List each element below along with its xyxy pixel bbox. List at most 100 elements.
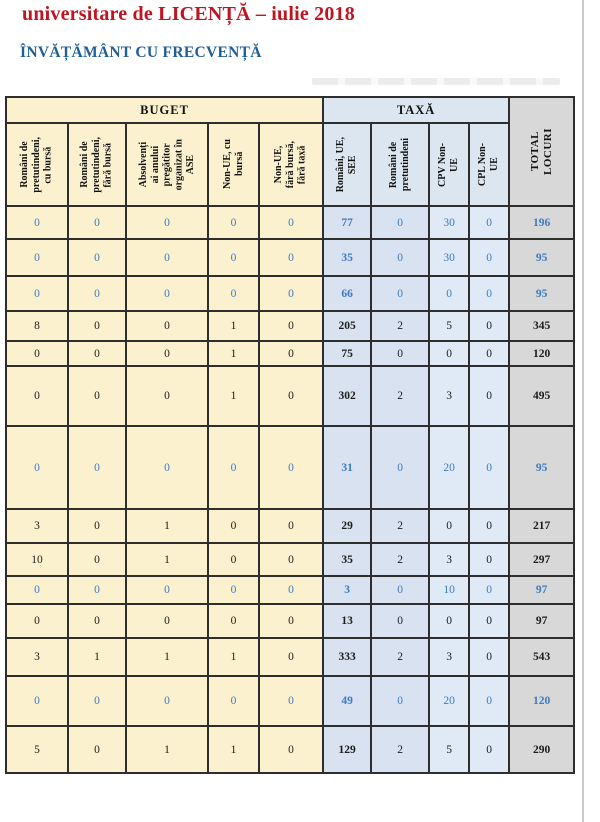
table-cell: 0 [468,637,511,677]
table-cell: 0 [428,275,471,312]
table-cell: 1 [125,508,209,544]
table-cell: 0 [370,425,431,510]
table-cell: 0 [468,310,511,342]
table-cell: 0 [207,205,260,240]
table-cell: 0 [125,603,209,639]
table-cell: 120 [508,675,576,727]
column-header: Non-UE, cu bursă [207,122,260,207]
column-header: Români de pretutindeni [370,122,431,207]
table-cell: 95 [508,275,576,312]
column-header-label: Absolvenți ai anului pregătitor organiza… [137,138,196,191]
table-cell: 0 [257,725,325,774]
table-cell: 0 [468,575,511,605]
table-cell: 75 [322,340,373,367]
column-header: Non-UE, fără bursă, fără taxă [257,122,325,207]
table-cell: 20 [428,675,471,727]
table-cell: 3 [428,542,471,577]
table-cell: 0 [428,508,471,544]
table-cell: 120 [508,340,576,367]
table-row: 0 0 0 0 0 66 0 0 0 95 [5,275,576,312]
table-cell: 97 [508,575,576,605]
table-cell: 1 [125,542,209,577]
table-cell: 5 [428,725,471,774]
table-cell: 3 [5,508,69,544]
table-cell: 0 [207,238,260,277]
group-header-row: BUGET TAXĂ TOTAL LOCURI [4,96,576,207]
column-header: Absolvenți ai anului pregătitor organiza… [125,122,209,207]
table-cell: 495 [508,365,576,427]
table-cell: 0 [468,205,511,240]
table-cell: 13 [322,603,373,639]
table-cell: 0 [207,508,260,544]
total-locuri-header: TOTAL LOCURI [508,96,576,207]
table-cell: 0 [67,575,127,605]
table-cell: 0 [5,575,69,605]
table-cell: 95 [508,238,576,277]
table-cell: 217 [508,508,576,544]
column-header: CPL Non- UE [468,122,511,207]
table-cell: 2 [370,542,431,577]
table-cell: 0 [125,238,209,277]
total-locuri-header-label: TOTAL LOCURI [528,127,554,175]
table-cell: 0 [67,425,127,510]
table-cell: 0 [370,275,431,312]
column-header-label: Români de pretutindeni [388,137,412,192]
table-row: 0 0 0 1 0 302 2 3 0 495 [5,365,576,427]
table-cell: 0 [67,238,127,277]
table-row: 0 0 0 0 0 35 0 30 0 95 [5,238,576,277]
table-cell: 3 [322,575,373,605]
table-cell: 0 [207,542,260,577]
table-cell: 0 [257,425,325,510]
column-header-label: Non-UE, cu bursă [221,139,245,190]
table-cell: 0 [207,275,260,312]
table-cell: 0 [468,603,511,639]
table-cell: 49 [322,675,373,727]
table-cell: 0 [67,675,127,727]
table-cell: 8 [5,310,69,342]
table-cell: 66 [322,275,373,312]
table-cell: 129 [322,725,373,774]
table-cell: 196 [508,205,576,240]
table-cell: 0 [125,365,209,427]
column-header-label: Români de pretutindeni, cu bursă [19,136,54,193]
table-cell: 0 [207,425,260,510]
table-cell: 297 [508,542,576,577]
table-cell: 0 [468,340,511,367]
table-cell: 543 [508,637,576,677]
table-row: 0 0 0 0 0 13 0 0 0 97 [5,603,576,639]
table-cell: 0 [257,603,325,639]
table-cell: 97 [508,603,576,639]
table-cell: 0 [207,675,260,727]
table-row: 3 0 1 0 0 29 2 0 0 217 [5,508,576,544]
table-cell: 0 [468,725,511,774]
table-cell: 0 [468,508,511,544]
table-row: 5 0 1 1 0 129 2 5 0 290 [5,725,576,774]
table-cell: 0 [67,310,127,342]
page-edge-line [582,0,584,822]
table-cell: 35 [322,542,373,577]
column-header-label: CPL Non- UE [477,142,501,187]
table-cell: 0 [67,542,127,577]
table-cell: 10 [428,575,471,605]
column-header-label: Români de pretutindeni, fără bursă [79,136,114,193]
table-cell: 0 [257,675,325,727]
table-cell: 95 [508,425,576,510]
table-cell: 2 [370,365,431,427]
table-cell: 3 [428,365,471,427]
table-cell: 0 [125,310,209,342]
table-cell: 0 [67,603,127,639]
table-cell: 31 [322,425,373,510]
table-cell: 5 [428,310,471,342]
table-cell: 5 [5,725,69,774]
table-cell: 2 [370,637,431,677]
table-cell: 0 [257,205,325,240]
table-cell: 0 [468,238,511,277]
table-cell: 1 [125,637,209,677]
table-cell: 0 [207,603,260,639]
column-header: Români de pretutindeni, cu bursă [5,122,69,207]
table-cell: 35 [322,238,373,277]
column-header-label: Români, UE, SEE [335,136,359,193]
table-cell: 0 [67,275,127,312]
column-header-row: Români de pretutindeni, cu bursă Români d… [5,122,574,207]
table-cell: 20 [428,425,471,510]
